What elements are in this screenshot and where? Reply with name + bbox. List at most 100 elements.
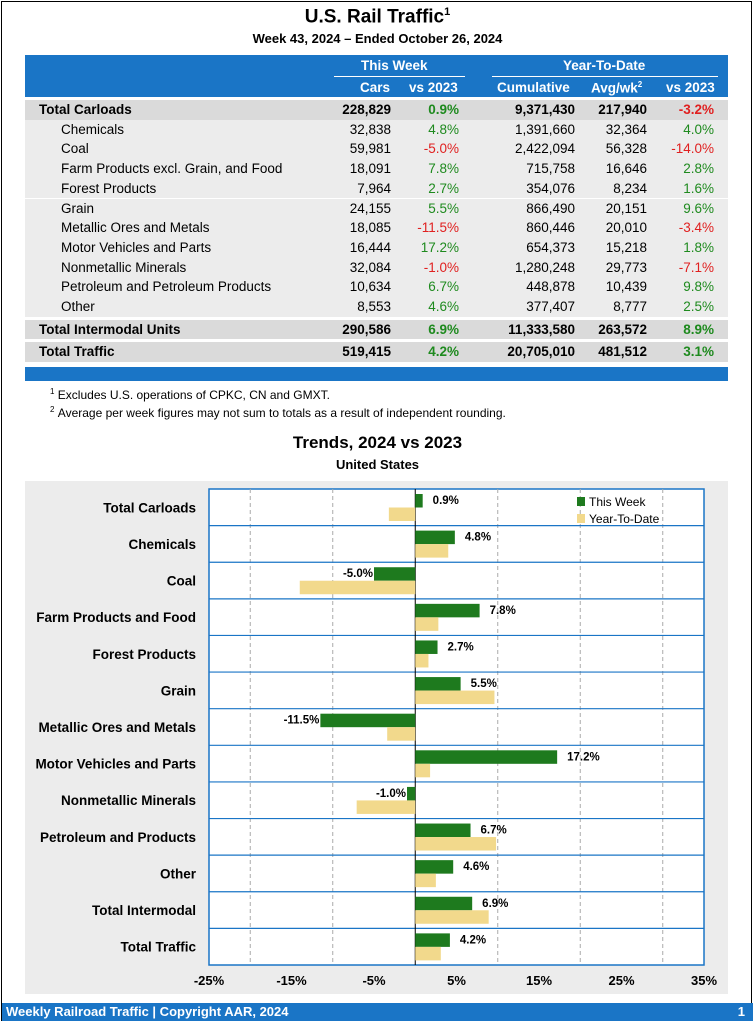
- table-row: Chemicals 32,838 4.8% 1,391,660 32,364 4.0%: [25, 119, 728, 140]
- cell-cars: 32,084: [349, 259, 391, 275]
- trends-chart: 0.9% Total Carloads 4.8% Chemicals -5.0% Coal…: [25, 481, 728, 994]
- cell-cum: 377,407: [526, 299, 575, 314]
- cell-cars: 228,829: [342, 102, 391, 117]
- category-label: Total Carloads: [103, 500, 196, 515]
- table-row: Nonmetallic Minerals 32,084 -1.0% 1,280,248…: [25, 257, 728, 278]
- row-label: Nonmetallic Minerals: [61, 259, 187, 275]
- cell-cum: 2,422,094: [514, 141, 575, 157]
- cell-cum: 1,391,660: [514, 121, 575, 137]
- category-label: Total Intermodal: [92, 903, 196, 918]
- cell-vs-ytd: 1.6%: [683, 180, 714, 196]
- cell-cum: 9,371,430: [514, 102, 575, 117]
- header-rule: [334, 76, 465, 77]
- bar-year-to-date: [387, 727, 416, 741]
- data-label: -5.0%: [343, 568, 373, 580]
- bar-this-week: [415, 933, 450, 947]
- data-label: -11.5%: [284, 715, 320, 727]
- bar-this-week: [374, 567, 416, 581]
- footer-page-number: 1: [737, 1004, 745, 1019]
- bar-this-week: [415, 603, 480, 618]
- bar-this-week: [415, 860, 454, 874]
- data-label: 2.7%: [448, 641, 474, 653]
- cell-avg: 29,773: [605, 259, 647, 275]
- bar-year-to-date: [388, 507, 416, 521]
- row-label: Total Traffic: [39, 344, 115, 360]
- cell-cum: 354,076: [526, 180, 575, 196]
- cell-avg: 16,646: [605, 161, 647, 177]
- cell-avg: 481,512: [598, 344, 647, 360]
- x-tick-label: -15%: [276, 973, 307, 988]
- table-row: Grain 24,155 5.5% 866,490 20,151 9.6%: [25, 198, 728, 219]
- cell-cum: 860,446: [526, 220, 575, 236]
- category-label: Motor Vehicles and Parts: [35, 757, 196, 772]
- header-ytd: Year-To-Date: [563, 58, 646, 73]
- cell-vs-ytd: -7.1%: [678, 259, 714, 275]
- chart-subtitle: United States: [335, 457, 420, 472]
- cell-vs-ytd: 2.5%: [683, 299, 714, 314]
- header-avg-wk: Avg/wk2: [591, 80, 643, 96]
- x-tick-label: 35%: [691, 973, 717, 988]
- legend-swatch-year-to-date: [577, 514, 585, 523]
- x-tick-label: 15%: [526, 973, 552, 988]
- cell-vs: 5.5%: [428, 200, 459, 216]
- data-label: 6.9%: [482, 898, 508, 910]
- table-row: Forest Products 7,964 2.7% 354,076 8,234 1.6%: [25, 178, 728, 199]
- cell-cum: 866,490: [526, 200, 575, 216]
- data-label: 4.8%: [465, 532, 491, 544]
- cell-cars: 16,444: [349, 239, 391, 255]
- cell-avg: 56,328: [605, 141, 647, 157]
- bar-this-week: [415, 677, 461, 691]
- cell-avg: 217,940: [598, 102, 647, 117]
- table-row: Coal 59,981 -5.0% 2,422,094 56,328 -14.0%: [25, 139, 728, 160]
- category-label: Grain: [161, 683, 196, 698]
- cell-avg: 10,439: [605, 279, 647, 295]
- cell-cars: 32,838: [349, 121, 391, 137]
- cell-avg: 32,364: [605, 121, 647, 137]
- cell-vs-ytd: -14.0%: [671, 141, 714, 157]
- data-label: 4.2%: [460, 934, 486, 946]
- cell-avg: 20,151: [605, 200, 647, 216]
- plot-area: [208, 488, 705, 966]
- bar-year-to-date: [415, 873, 436, 888]
- cell-cum: 11,333,580: [508, 321, 575, 337]
- cell-vs: 0.9%: [428, 102, 459, 117]
- cell-cum: 448,878: [526, 279, 575, 295]
- bar-this-week: [320, 713, 416, 728]
- bar-year-to-date: [299, 580, 416, 595]
- data-label: 6.7%: [481, 825, 507, 837]
- cell-vs: -1.0%: [423, 259, 459, 275]
- cell-vs-ytd: 8.9%: [683, 321, 714, 337]
- bar-year-to-date: [356, 800, 416, 814]
- cell-cum: 715,758: [526, 161, 575, 177]
- cell-avg: 15,218: [605, 239, 647, 255]
- page-footer: Weekly Railroad Traffic | Copyright AAR,…: [2, 1003, 753, 1021]
- bar-year-to-date: [415, 910, 489, 924]
- data-label: 5.5%: [471, 678, 497, 690]
- bar-year-to-date: [415, 690, 495, 705]
- table-row: Total Intermodal Units 290,586 6.9% 11,333,…: [25, 319, 728, 340]
- cell-cars: 519,415: [342, 344, 391, 360]
- cell-cars: 59,981: [349, 141, 391, 157]
- header-this-week: This Week: [361, 58, 428, 73]
- bar-year-to-date: [415, 837, 497, 851]
- category-label: Chemicals: [128, 537, 196, 552]
- category-label: Total Traffic: [120, 940, 196, 955]
- header-rule: [492, 76, 718, 77]
- cell-cars: 10,634: [349, 279, 391, 295]
- bar-year-to-date: [415, 653, 429, 668]
- cell-vs: 7.8%: [428, 161, 459, 177]
- table-row: Metallic Ores and Metals 18,085 -11.5% 860,…: [25, 218, 728, 238]
- bar-this-week: [415, 494, 423, 508]
- table-row: Total Traffic 519,415 4.2% 20,705,010 481,51…: [25, 342, 728, 363]
- cell-vs: 6.7%: [428, 279, 459, 295]
- page-title: U.S. Rail Traffic1: [304, 6, 451, 28]
- cell-cars: 18,091: [349, 161, 391, 177]
- row-label: Forest Products: [61, 180, 157, 196]
- header-vs2023: vs 2023: [409, 80, 458, 95]
- table-row: Other 8,553 4.6% 377,407 8,777 2.5%: [25, 297, 728, 317]
- row-label: Petroleum and Petroleum Products: [61, 279, 272, 295]
- cell-cars: 24,155: [349, 200, 391, 216]
- bar-this-week: [415, 530, 455, 545]
- row-label: Chemicals: [61, 121, 125, 137]
- cell-vs-ytd: 3.1%: [683, 344, 714, 360]
